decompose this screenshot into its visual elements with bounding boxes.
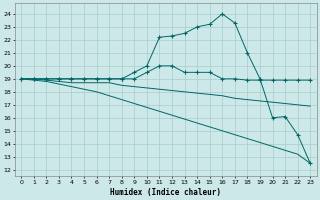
X-axis label: Humidex (Indice chaleur): Humidex (Indice chaleur)	[110, 188, 221, 197]
